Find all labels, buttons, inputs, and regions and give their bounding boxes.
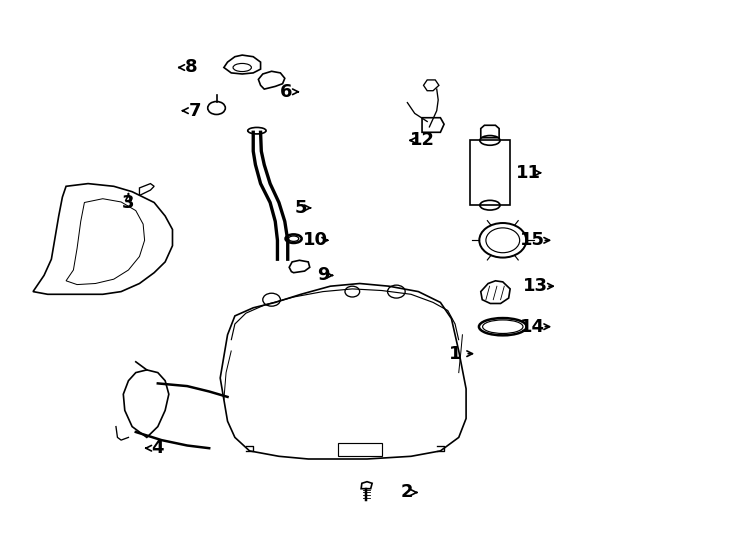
Text: 6: 6 [280,83,293,101]
Text: 12: 12 [410,131,435,150]
Text: 14: 14 [520,318,545,336]
Text: 1: 1 [448,345,462,363]
Text: 2: 2 [401,483,414,502]
Text: 5: 5 [294,199,308,217]
Text: 13: 13 [523,277,548,295]
Text: 8: 8 [184,58,197,77]
Text: 15: 15 [520,231,545,249]
Text: 7: 7 [188,102,201,120]
Text: 11: 11 [516,164,541,182]
Bar [470,140,510,205]
Text: 9: 9 [316,266,330,285]
Text: 10: 10 [303,231,328,249]
Text: 4: 4 [151,439,164,457]
Text: 3: 3 [122,193,135,212]
Bar [338,443,382,456]
